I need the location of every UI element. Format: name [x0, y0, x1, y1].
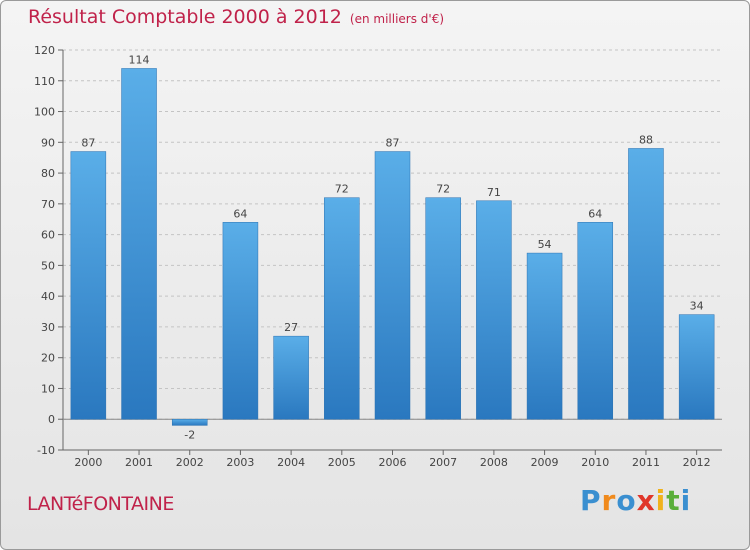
x-tick-label: 2009 — [531, 456, 559, 469]
x-tick-label: 2003 — [226, 456, 254, 469]
data-label: 34 — [690, 300, 704, 313]
chart-title-text: Résultat Comptable 2000 à 2012 — [28, 6, 342, 28]
y-tick-label: 80 — [41, 167, 55, 180]
data-label: 72 — [436, 183, 450, 196]
bar — [324, 197, 360, 420]
data-label: 27 — [284, 321, 298, 334]
x-tick-label: 2006 — [379, 456, 407, 469]
data-label: 64 — [233, 207, 247, 220]
bar — [374, 151, 411, 420]
y-tick-label: 50 — [41, 259, 55, 272]
proxiti-logo[interactable]: Proxiti — [580, 484, 691, 517]
gridlines — [63, 49, 722, 451]
logo-letter: i — [680, 484, 692, 517]
data-label: 71 — [487, 186, 501, 199]
bars — [70, 68, 715, 426]
y-tick-label: 110 — [34, 75, 55, 88]
logo-letter: o — [616, 484, 637, 517]
logo-letter: i — [655, 484, 667, 517]
logo-letter: t — [666, 484, 681, 517]
bar — [577, 222, 614, 420]
y-tick-label: 70 — [41, 198, 55, 211]
bar — [476, 200, 512, 420]
data-label: 72 — [335, 183, 349, 196]
y-tick-label: 10 — [41, 382, 55, 395]
y-tick-label: 100 — [34, 106, 55, 119]
chart-subtitle: (en milliers d'€) — [349, 12, 445, 26]
logo-letter: P — [580, 484, 602, 517]
y-tick-label: 0 — [48, 413, 55, 426]
bar — [171, 418, 208, 426]
bar — [678, 314, 715, 420]
data-label: 88 — [639, 133, 653, 146]
data-label: 64 — [588, 207, 602, 220]
logo-letter: x — [636, 484, 656, 517]
x-tick-label: 2010 — [581, 456, 609, 469]
y-tick-label: 90 — [41, 136, 55, 149]
y-tick-label: 120 — [34, 44, 55, 57]
bar — [526, 252, 563, 420]
bar — [222, 222, 259, 420]
data-label: 87 — [386, 137, 400, 150]
bar — [425, 197, 461, 420]
x-tick-label: 2004 — [277, 456, 305, 469]
x-tick-label: 2002 — [176, 456, 204, 469]
bar — [70, 151, 107, 420]
bar — [628, 148, 664, 420]
commune-name: LANTéFONTAINE — [27, 493, 174, 515]
x-tick-label: 2007 — [429, 456, 457, 469]
data-label: 54 — [538, 238, 552, 251]
y-tick-label: -10 — [37, 444, 55, 457]
y-tick-label: 20 — [41, 352, 55, 365]
labels: -10 0 10 20 30 40 50 60 70 80 90 100 110 120 87 2000 114… — [34, 44, 711, 469]
bar — [273, 335, 309, 420]
bar — [121, 68, 157, 420]
x-tick-label: 2001 — [125, 456, 153, 469]
x-tick-label: 2000 — [74, 456, 102, 469]
data-label: -2 — [184, 428, 195, 441]
chart-title: Résultat Comptable 2000 à 2012 (en millie… — [28, 6, 444, 28]
x-tick-label: 2012 — [683, 456, 711, 469]
y-tick-label: 40 — [41, 290, 55, 303]
x-tick-label: 2008 — [480, 456, 508, 469]
x-tick-label: 2005 — [328, 456, 356, 469]
y-tick-label: 60 — [41, 229, 55, 242]
x-tick-label: 2011 — [632, 456, 660, 469]
data-label: 87 — [81, 137, 95, 150]
data-label: 114 — [129, 53, 150, 66]
logo-letter: r — [601, 484, 617, 517]
y-tick-label: 30 — [41, 321, 55, 334]
